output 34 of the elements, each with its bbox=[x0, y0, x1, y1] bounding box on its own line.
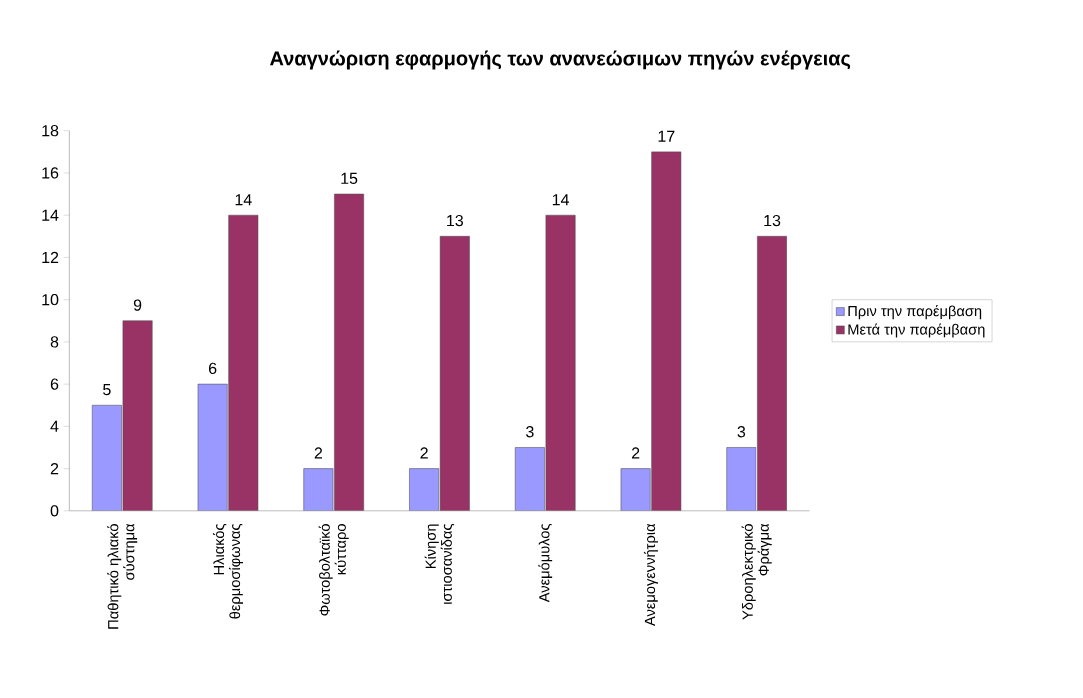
data-label: 14 bbox=[235, 194, 252, 206]
y-tick-label: 0 bbox=[50, 505, 59, 517]
data-label: 9 bbox=[133, 299, 142, 311]
data-label: 3 bbox=[737, 426, 746, 438]
legend-label: Πριν την παρέμβαση bbox=[848, 305, 982, 320]
y-tick-label: 8 bbox=[50, 336, 59, 348]
y-tick-label: 2 bbox=[50, 463, 59, 475]
x-tick-label: Ανεμόμυλος bbox=[538, 524, 553, 603]
data-label: 2 bbox=[314, 447, 323, 459]
chart-title: Αναγνώριση εφαρμογής των ανανεώσιμων πηγών ενέργειας bbox=[270, 50, 851, 70]
data-label: 13 bbox=[764, 215, 781, 227]
y-tick-label: 6 bbox=[50, 378, 59, 390]
data-label: 15 bbox=[341, 173, 358, 185]
x-tick-label: Παθητικό ηλιακό σύστημα bbox=[107, 524, 138, 629]
data-label: 13 bbox=[447, 215, 463, 227]
y-tick-label: 16 bbox=[42, 167, 59, 179]
x-tick-label: Φωτοβολταϊκό κύτταρο bbox=[318, 524, 349, 616]
y-tick-label: 12 bbox=[42, 252, 59, 264]
y-tick-label: 14 bbox=[42, 209, 59, 221]
x-tick-label: Κίνηση ιστιοσανίδας bbox=[424, 524, 455, 605]
data-label: 3 bbox=[526, 426, 534, 438]
data-label: 5 bbox=[103, 384, 111, 396]
x-tick-label: Ανεμογεννήτρια bbox=[643, 524, 658, 627]
data-label: 14 bbox=[552, 194, 569, 206]
y-tick-label: 10 bbox=[42, 294, 59, 306]
y-tick-label: 18 bbox=[42, 125, 59, 137]
data-label: 2 bbox=[420, 447, 428, 459]
data-label: 17 bbox=[658, 130, 675, 142]
x-tick-label: Υδροηλεκτρικό Φράγμα bbox=[741, 524, 772, 620]
legend-label: Μετά την παρέμβαση bbox=[848, 323, 985, 338]
data-label: 6 bbox=[209, 362, 217, 375]
x-tick-label: Ηλιακός θερμοσίφωνας bbox=[212, 524, 244, 619]
y-tick-label: 4 bbox=[50, 421, 59, 433]
data-label: 2 bbox=[631, 447, 640, 459]
